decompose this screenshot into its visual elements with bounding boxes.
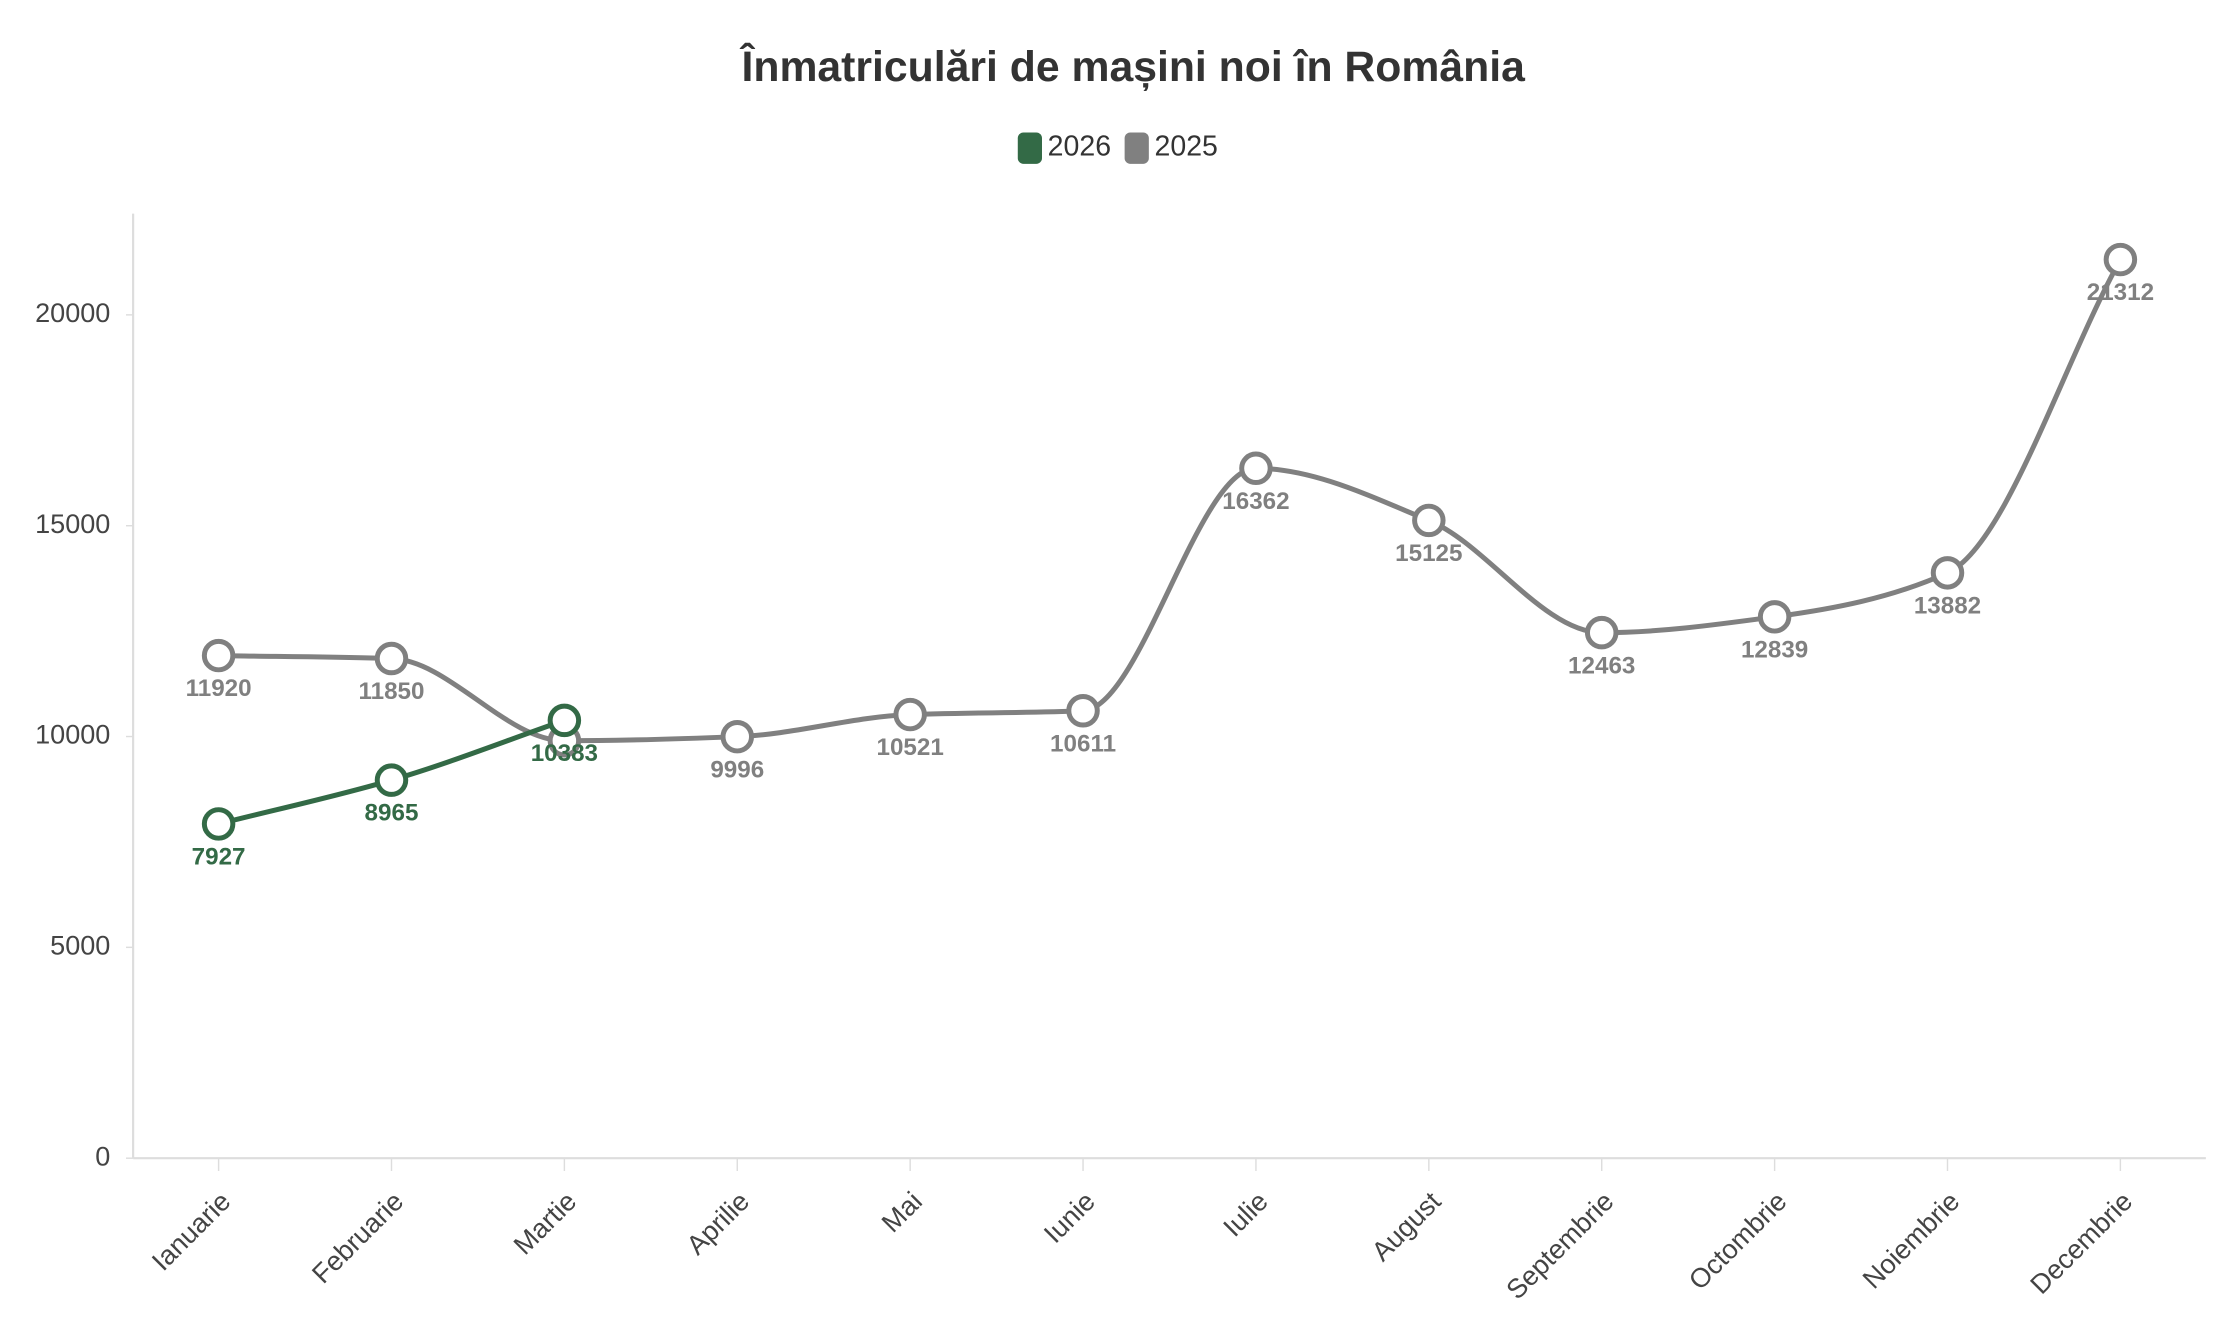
point	[893, 697, 927, 732]
data-label: 11920	[186, 675, 252, 702]
data-label: 16362	[1222, 488, 1289, 515]
x-tick-label: Februarie	[306, 1186, 409, 1289]
data-label: 9996	[710, 756, 764, 783]
point	[201, 638, 236, 673]
data-label: 11850	[359, 678, 425, 705]
x-tick-label: Decembrie	[2025, 1186, 2139, 1300]
y-tick-label: 5000	[50, 930, 110, 960]
point	[201, 807, 236, 841]
y-tick-label: 20000	[35, 298, 110, 328]
legend-label: 2026	[1048, 131, 1111, 163]
data-label: 10611	[1050, 730, 1116, 757]
x-tick-label: Noiembrie	[1857, 1186, 1965, 1294]
point	[720, 719, 755, 754]
y-tick-label: 10000	[35, 720, 110, 750]
legend-swatch	[1017, 132, 1042, 164]
point	[2103, 242, 2138, 277]
y-tick-label: 0	[95, 1141, 110, 1171]
point	[1066, 694, 1100, 728]
legend-swatch	[1124, 132, 1149, 164]
data-label: 8965	[365, 800, 419, 827]
point	[374, 763, 409, 797]
point	[547, 703, 582, 738]
data-label: 13882	[1914, 592, 1981, 619]
x-tick-label: Septembrie	[1501, 1186, 1620, 1305]
legend-label: 2025	[1155, 131, 1218, 163]
line	[218, 258, 2123, 744]
data-label: 7927	[192, 844, 246, 871]
series: 7927 8965 10383	[192, 703, 598, 871]
point	[1757, 600, 1792, 634]
data-label: 10521	[877, 734, 944, 761]
point	[1930, 556, 1965, 590]
x-tick-label: Octombrie	[1683, 1186, 1792, 1295]
point	[374, 641, 409, 676]
x-tick-label: Mai	[876, 1186, 928, 1238]
chart-title: Înmatriculări de mașini noi în România	[739, 42, 1526, 91]
data-label: 15125	[1395, 540, 1462, 567]
point	[1584, 615, 1619, 650]
data-label: 21312	[2087, 279, 2154, 306]
point	[1412, 503, 1446, 538]
x-tick-label: August	[1366, 1186, 1447, 1267]
x-tick-label: Iulie	[1217, 1186, 1273, 1242]
point	[1239, 451, 1273, 486]
series: 11920 11850 9996 10521 10611 16362 15125 12463 1…	[186, 242, 2154, 783]
x-tick-label: Aprilie	[681, 1186, 755, 1260]
data-label: 12463	[1568, 652, 1635, 679]
x-tick-label: Iunie	[1038, 1186, 1101, 1249]
y-tick-label: 15000	[35, 509, 110, 539]
data-label: 12839	[1741, 636, 1808, 663]
x-tick-label: Ianuarie	[146, 1186, 236, 1276]
data-label: 10383	[531, 740, 598, 767]
x-tick-label: Martie	[508, 1186, 582, 1260]
